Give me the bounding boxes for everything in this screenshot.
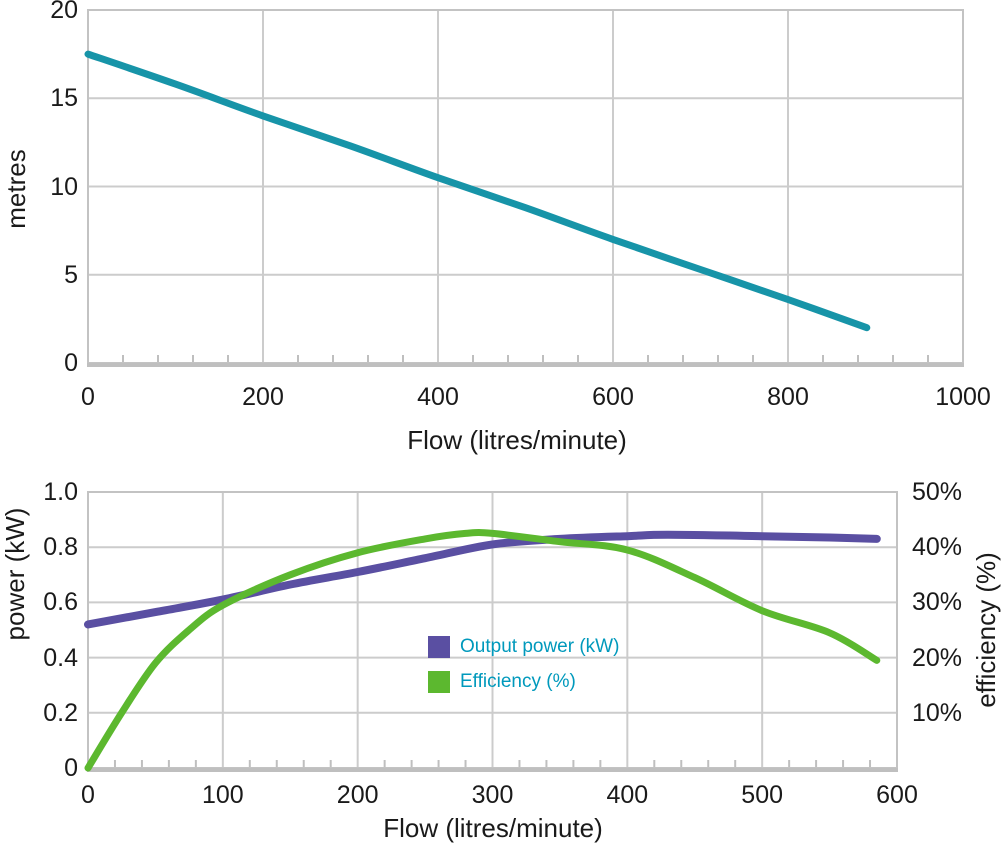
power-x-axis-title: Flow (litres/minute) <box>383 813 603 843</box>
flow-x-tick-label: 500 <box>741 781 784 809</box>
legend-label-efficiency: Efficiency (%) <box>460 671 576 692</box>
efficiency-y-tick-label: 20% <box>912 643 963 672</box>
head-y-tick-label: 5 <box>64 260 78 289</box>
flow-x-tick-label: 400 <box>606 781 649 809</box>
flow-x-tick-label: 600 <box>876 781 918 809</box>
efficiency-y-tick-label: 10% <box>912 698 963 727</box>
power-y-tick-label: 0.2 <box>43 698 78 727</box>
power-efficiency-chart: power (kW) efficiency (%) Flow (litres/m… <box>0 460 1004 846</box>
head-curve <box>84 50 871 332</box>
power-y-axis-title: power (kW) <box>0 507 30 641</box>
head-x-tick-label: 200 <box>242 383 284 411</box>
head-y-tick-label: 15 <box>50 84 78 113</box>
power-efficiency-plot <box>84 491 898 772</box>
legend-entry-efficiency: Efficiency (%) <box>428 671 576 693</box>
head-x-tick-label: 600 <box>592 383 634 411</box>
head-x-tick-label: 800 <box>767 383 809 411</box>
efficiency-y-tick-label: 50% <box>912 478 963 506</box>
legend-swatch-output-power <box>428 636 450 658</box>
power-y-tick-label: 0.8 <box>43 533 78 562</box>
flow-x-tick-label: 100 <box>201 781 244 809</box>
head-x-tick-label: 0 <box>81 383 95 411</box>
head-chart: metres Flow (litres/minute) 0 5 10 15 20 0 200… <box>1 0 991 455</box>
legend-swatch-efficiency <box>428 671 450 693</box>
flow-x-tick-label: 300 <box>471 781 514 809</box>
efficiency-y-tick-label: 30% <box>912 588 963 617</box>
efficiency-y-tick-label: 40% <box>912 533 963 562</box>
efficiency-curve <box>84 529 881 772</box>
output-power-curve <box>84 530 881 629</box>
power-y-tick-label: 1.0 <box>43 478 78 506</box>
power-y-tick-label: 0.4 <box>43 643 78 672</box>
head-y-tick-label: 20 <box>50 0 78 24</box>
head-x-tick-label: 1000 <box>935 383 991 411</box>
flow-x-tick-label: 0 <box>81 781 95 809</box>
head-y-tick-label: 10 <box>50 172 78 201</box>
head-y-tick-label: 0 <box>64 349 78 377</box>
legend-label-output-power: Output power (kW) <box>460 636 620 657</box>
head-x-axis-title: Flow (litres/minute) <box>407 425 627 455</box>
legend-entry-output-power: Output power (kW) <box>428 636 619 658</box>
flow-x-tick-label: 200 <box>336 781 379 809</box>
efficiency-y-axis-title: efficiency (%) <box>971 552 1001 708</box>
head-x-tick-label: 400 <box>417 383 459 411</box>
power-y-tick-label: 0 <box>64 754 78 782</box>
power-y-tick-label: 0.6 <box>43 588 78 617</box>
head-chart-plot <box>84 9 964 367</box>
